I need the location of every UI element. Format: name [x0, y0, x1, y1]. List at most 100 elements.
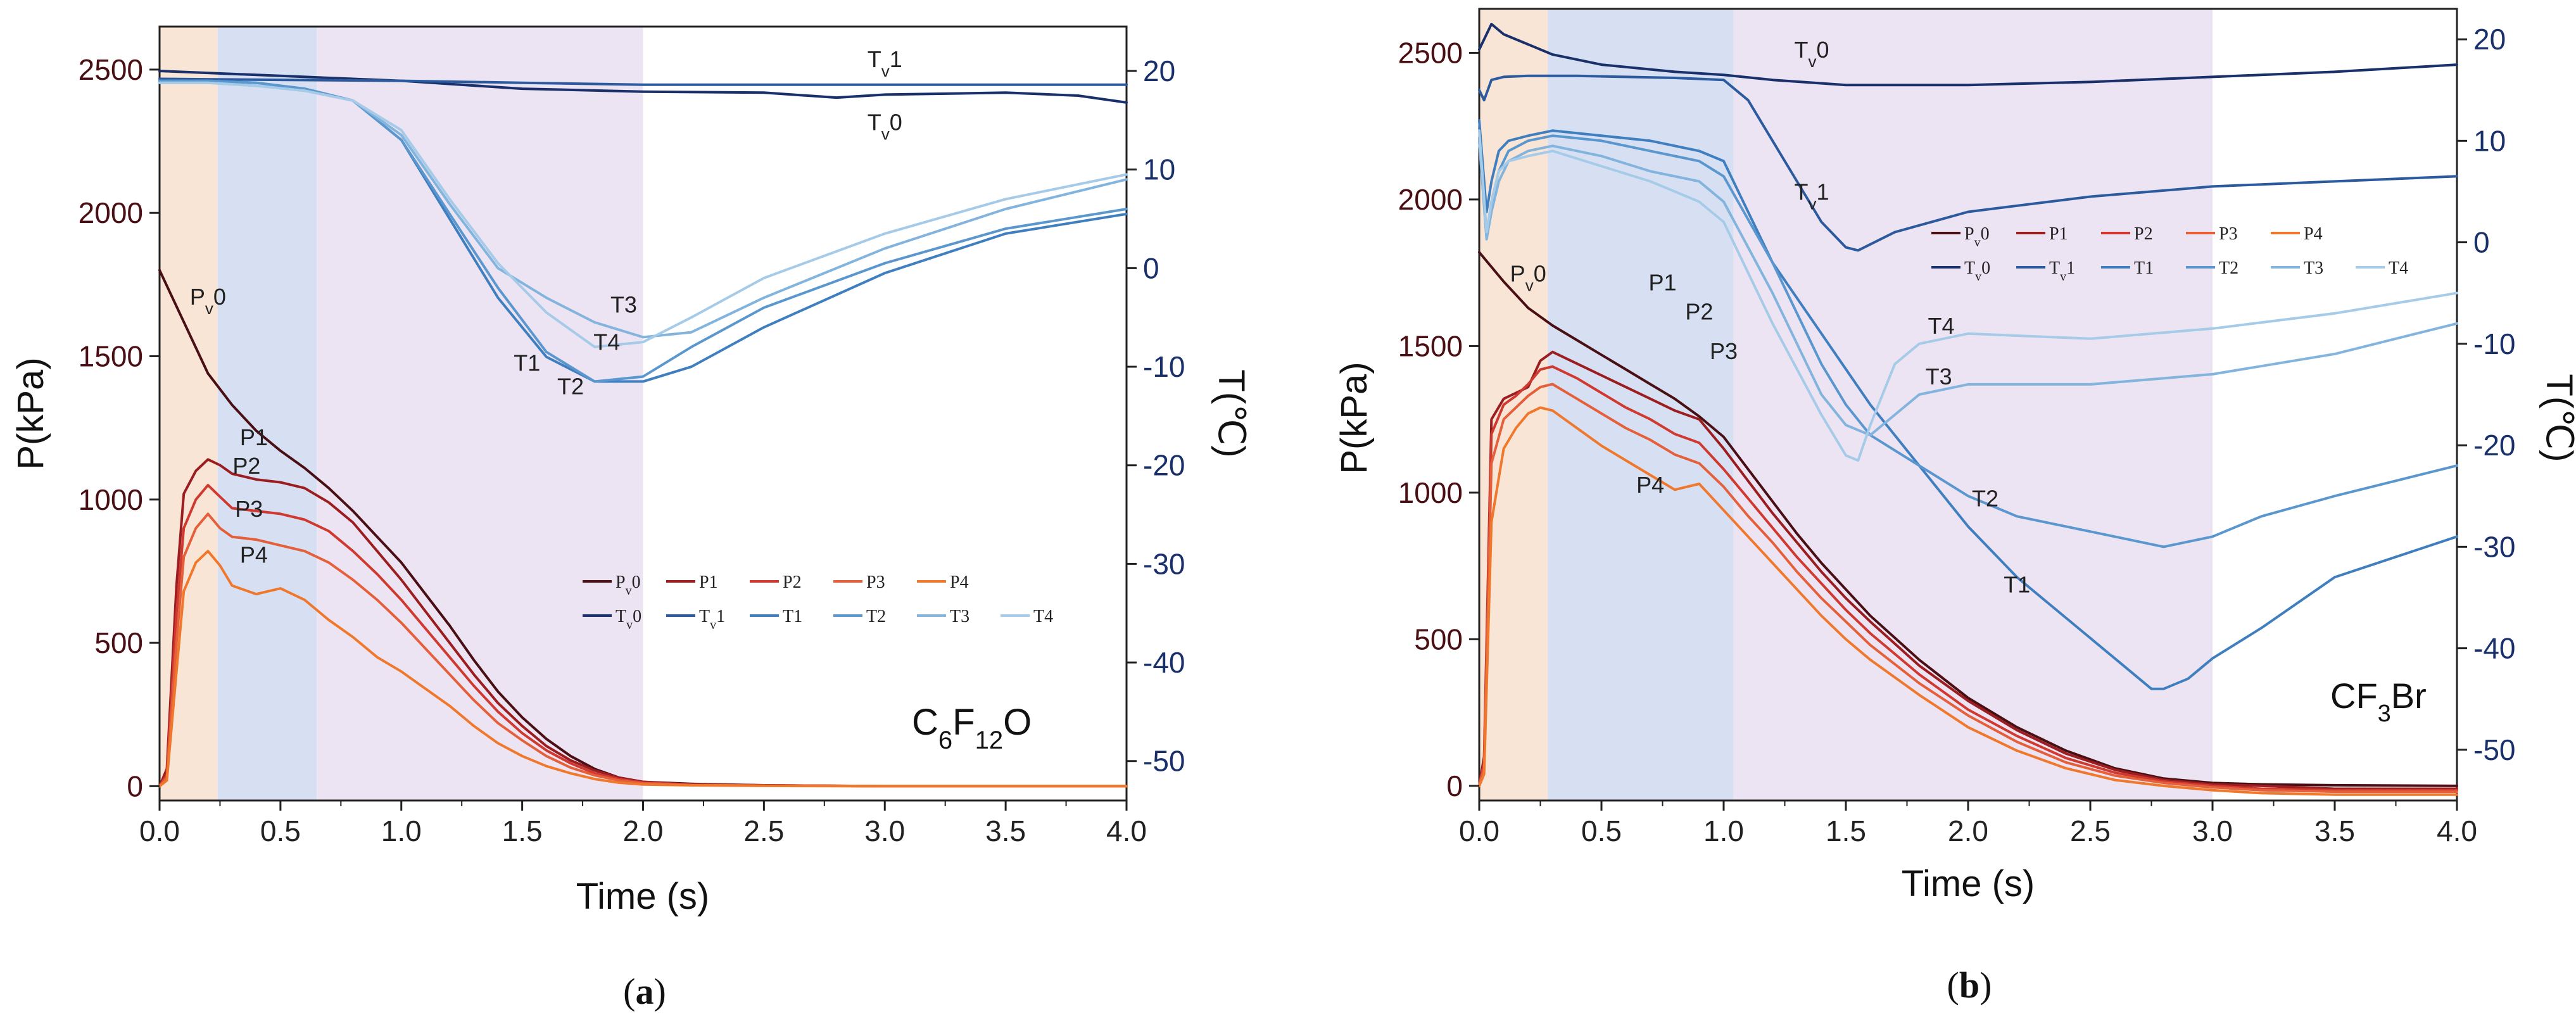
series-line-tv1 [1478, 74, 2458, 252]
y-left-tick-label: 1000 [79, 483, 143, 516]
x-tick-label: 3.0 [864, 814, 905, 847]
y-right-tick-label: 20 [2473, 23, 2506, 56]
chart-panel-b: 0.0 0.5 1.0 1.5 2.0 2.5 3.0 3.5 4.0 0 500 1000 1500… [1334, 8, 2576, 1006]
series-label-p3: P3 [235, 496, 263, 522]
y-right-tick-label: 0 [2473, 226, 2490, 259]
y-left-tick-label: 0 [1446, 769, 1463, 802]
series-line-t2 [1478, 134, 2458, 548]
y-right-axis-title: T(℃) [1211, 369, 1252, 457]
x-tick-label: 2.0 [1948, 814, 1988, 847]
y-right-tick-label: -20 [2473, 429, 2515, 462]
series-line-p4 [158, 550, 1128, 788]
y-left-tick-label: 1000 [1398, 476, 1463, 509]
series-labels: Pv0 P1 P2 P3 P4 Tv1 Tv0 T3 T4 T1 T2 [190, 46, 902, 568]
x-tick-label: 3.5 [2314, 814, 2355, 847]
series-line-pv0 [1478, 251, 2458, 787]
y-left-tick-label: 1500 [1398, 329, 1463, 362]
series-line-tv0 [1478, 23, 2458, 87]
legend: Pv0 P1 P2 P3 P4 Tv0 Tv1 T1 T2 T3 T4 [1931, 224, 2408, 284]
series-label-tv0: Tv0 [1794, 37, 1829, 71]
y-right-axis-ticks: -50 -40 -30 -20 -10 0 10 20 [2457, 23, 2515, 766]
y-left-tick-label: 2500 [79, 53, 143, 86]
y-right-tick-label: 10 [1143, 153, 1175, 186]
y-right-tick-label: -30 [2473, 530, 2515, 563]
series-label-p2: P2 [1685, 299, 1713, 325]
legend-label-t4: T4 [2389, 258, 2408, 278]
y-right-tick-label: -10 [1143, 350, 1185, 383]
x-tick-label: 2.5 [743, 814, 784, 847]
y-left-axis-title: P(kPa) [1334, 362, 1375, 474]
y-left-axis-title: P(kPa) [10, 357, 51, 469]
series-line-t1 [1478, 119, 2458, 690]
x-axis-ticks: 0.0 0.5 1.0 1.5 2.0 2.5 3.0 3.5 4.0 [1459, 801, 2477, 847]
series-label-t2: T2 [557, 374, 584, 400]
series-label-p1: P1 [1648, 269, 1676, 295]
x-tick-label: 1.0 [1703, 814, 1744, 847]
y-right-tick-label: -40 [2473, 632, 2515, 665]
y-left-axis-ticks: 0 500 1000 1500 2000 2500 [79, 53, 160, 802]
series-line-p1 [1478, 350, 2458, 790]
series-label-p4: P4 [1636, 472, 1664, 498]
legend-label-tv1: Tv1 [2049, 258, 2075, 284]
phase-band-3 [1733, 9, 2213, 801]
y-right-axis-ticks: -50 -40 -30 -20 -10 0 10 20 [1127, 54, 1185, 778]
x-axis-title: Time (s) [1902, 863, 2035, 904]
series-labels: Pv0 Tv0 Tv1 T4 T3 T2 T1 P1 P2 P3 P4 [1510, 37, 2031, 598]
legend-label-tv1: Tv1 [699, 607, 725, 632]
phase-band-1 [1479, 9, 1548, 801]
legend-label-p1: P1 [2049, 224, 2068, 244]
series-label-t1: T1 [2004, 571, 2030, 597]
y-right-tick-label: -30 [1143, 547, 1185, 580]
x-tick-label: 1.5 [1826, 814, 1866, 847]
y-left-tick-label: 500 [1414, 623, 1463, 655]
series-label-t4: T4 [1928, 313, 1955, 339]
y-right-tick-label: -10 [2473, 327, 2515, 360]
x-tick-label: 0.5 [1581, 814, 1622, 847]
series-line-p2 [1478, 365, 2458, 792]
series-label-tv1: Tv1 [1794, 179, 1829, 213]
series-line-p4 [1478, 406, 2458, 796]
legend-label-p3: P3 [2219, 224, 2238, 244]
y-right-tick-label: -50 [2473, 733, 2515, 766]
legend-label-p3: P3 [866, 573, 885, 592]
x-tick-label: 1.5 [502, 814, 543, 847]
y-left-tick-label: 2000 [1398, 183, 1463, 216]
phase-band-2 [1548, 9, 1734, 801]
series-label-p4: P4 [240, 541, 268, 567]
y-right-tick-label: 10 [2473, 124, 2506, 157]
series-group [1478, 23, 2458, 796]
series-line-tv1 [158, 77, 1128, 86]
legend-label-p1: P1 [699, 573, 718, 592]
compound-formula: C6F12O [912, 702, 1032, 754]
phase-band-2 [217, 27, 317, 801]
y-left-tick-label: 0 [127, 769, 143, 802]
x-tick-label: 0.5 [260, 814, 301, 847]
x-tick-label: 1.0 [381, 814, 422, 847]
series-line-p3 [1478, 383, 2458, 794]
legend-label-p2: P2 [783, 573, 802, 592]
x-axis-ticks: 0.0 0.5 1.0 1.5 2.0 2.5 3.0 3.5 4.0 [139, 801, 1147, 847]
panel-label-a: (a) [623, 971, 666, 1012]
y-left-tick-label: 2000 [79, 196, 143, 229]
phase-band-3 [317, 27, 643, 801]
series-line-t4 [158, 81, 1128, 348]
y-right-tick-label: 0 [1143, 251, 1159, 284]
legend-label-pv0: Pv0 [616, 573, 641, 598]
series-label-t4: T4 [593, 329, 620, 355]
x-tick-label: 3.5 [985, 814, 1026, 847]
legend: Pv0 P1 P2 P3 P4 Tv0 Tv1 T1 T2 T3 T4 [583, 573, 1053, 632]
y-right-tick-label: -20 [1143, 449, 1185, 482]
legend-label-t2: T2 [2219, 258, 2238, 278]
x-axis-title: Time (s) [576, 876, 709, 917]
series-label-pv0: Pv0 [1510, 261, 1546, 295]
legend-label-p4: P4 [2304, 224, 2323, 244]
phase-bands [160, 27, 643, 801]
series-label-t3: T3 [610, 291, 637, 317]
series-line-t4 [1478, 129, 2458, 462]
x-tick-label: 4.0 [2437, 814, 2477, 847]
compound-formula: CF3Br [2330, 676, 2427, 727]
series-label-tv1: Tv1 [868, 46, 902, 80]
legend-label-p2: P2 [2134, 224, 2153, 244]
y-right-axis-title: T(℃) [2539, 374, 2576, 462]
